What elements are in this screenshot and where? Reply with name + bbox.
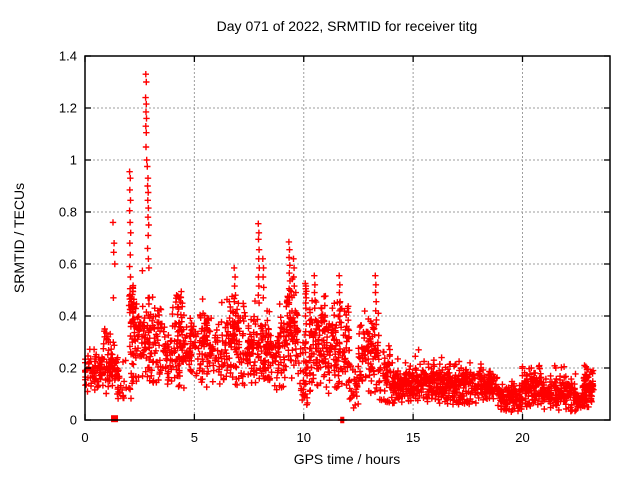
x-axis-title: GPS time / hours xyxy=(294,451,401,467)
y-tick-label: 1.2 xyxy=(59,101,77,116)
x-tick-label: 10 xyxy=(297,430,311,445)
y-tick-label: 0.4 xyxy=(59,309,77,324)
x-tick-label: 0 xyxy=(81,430,88,445)
y-tick-label: 1.4 xyxy=(59,49,77,64)
y-tick-label: 0 xyxy=(70,413,77,428)
x-tick-label: 15 xyxy=(406,430,420,445)
axis-tick-labels: 0 0.2 0.4 0.6 0.8 1 1.2 1.4 0 5 10 15 20 xyxy=(59,49,530,446)
x-tick-label: 5 xyxy=(191,430,198,445)
y-tick-label: 0.8 xyxy=(59,205,77,220)
y-tick-label: 0.6 xyxy=(59,257,77,272)
series-srmtid-plus-markers xyxy=(82,71,597,424)
square-markers xyxy=(111,415,119,423)
y-tick-label: 0.2 xyxy=(59,361,77,376)
y-axis-title: SRMTID / TECUs xyxy=(11,183,27,293)
square-marker xyxy=(111,415,119,423)
plot-border-rect xyxy=(84,55,611,421)
y-tick-label: 1 xyxy=(70,153,77,168)
plot-border xyxy=(84,55,611,421)
x-tick-label: 20 xyxy=(515,430,529,445)
scatter-points xyxy=(82,71,597,424)
chart-title: Day 071 of 2022, SRMTID for receiver tit… xyxy=(217,18,478,34)
